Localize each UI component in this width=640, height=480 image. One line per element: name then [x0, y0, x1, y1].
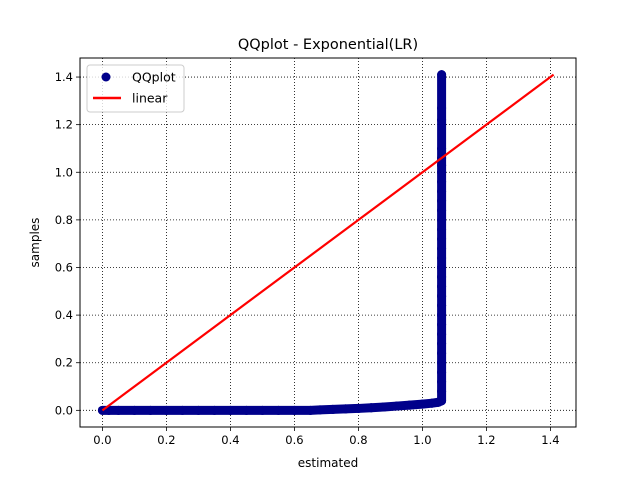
qqplot-point [437, 329, 447, 339]
qqplot-point [366, 403, 376, 413]
qqplot-point [437, 301, 447, 311]
qqplot-points [97, 70, 447, 415]
qqplot-point [437, 262, 447, 272]
qqplot-point [437, 70, 447, 80]
qqplot-point [437, 215, 447, 225]
qqplot-point [161, 405, 171, 415]
y-tick-label: 0.0 [55, 403, 73, 417]
qqplot-point [437, 320, 447, 330]
qqplot-point [145, 405, 155, 415]
qqplot-point [437, 396, 447, 406]
qqplot-point [225, 405, 235, 415]
legend-label-qqplot: QQplot [132, 70, 176, 85]
qqplot-point [289, 405, 299, 415]
x-tick-label: 0.4 [221, 433, 239, 447]
qqplot-point [209, 405, 219, 415]
qqplot-point [437, 143, 447, 153]
qqplot-point [437, 177, 447, 187]
qqplot-point [341, 404, 351, 414]
qqplot-point [305, 405, 315, 415]
qqplot-point [437, 386, 447, 396]
qqplot-point [177, 405, 187, 415]
plot-frame [79, 57, 577, 428]
y-tick-label: 0.4 [55, 308, 73, 322]
qqplot-point [379, 402, 389, 412]
qqplot-point [437, 167, 447, 177]
qqplot-point [353, 403, 363, 413]
qqplot-point [437, 339, 447, 349]
legend-box [86, 64, 185, 113]
plot-data [97, 70, 555, 415]
x-tick-label: 0.0 [93, 433, 111, 447]
qqplot-point [437, 234, 447, 244]
y-tick-label: 1.0 [55, 165, 73, 179]
x-tick-label: 0.8 [349, 433, 367, 447]
legend-marker-qqplot [101, 72, 111, 82]
qqplot-point [437, 272, 447, 282]
x-tick-label: 1.4 [541, 433, 559, 447]
x-tick-label: 0.2 [157, 433, 175, 447]
qqplot-point [437, 243, 447, 253]
legend: QQplot linear [86, 64, 185, 113]
y-axis-label: samples [28, 218, 42, 268]
qqplot-point [437, 103, 447, 113]
linear-reference-line [101, 73, 555, 412]
qqplot-point [257, 405, 267, 415]
qqplot-point [113, 405, 123, 415]
x-axis-label: estimated [298, 456, 358, 470]
qqplot-point [437, 310, 447, 320]
qqplot-point [437, 224, 447, 234]
qqplot-point [129, 405, 139, 415]
x-tick-label: 1.0 [413, 433, 431, 447]
qqplot-point [241, 405, 251, 415]
qqplot-point [437, 160, 447, 170]
axis-ticks: 0.0 0.2 0.4 0.6 0.8 1.0 1.2 1.4 0.0 0.2 0.4 0.6 0.8 1… [55, 70, 560, 447]
qqplot-point [437, 358, 447, 368]
qqplot-point [437, 186, 447, 196]
qqplot-point [315, 405, 325, 415]
qqplot-point [392, 401, 402, 411]
qqplot-point [437, 377, 447, 387]
qqplot-point [437, 282, 447, 292]
y-tick-label: 0.8 [55, 213, 73, 227]
legend-label-linear: linear [132, 91, 168, 106]
qqplot-point [437, 196, 447, 206]
y-tick-label: 0.6 [55, 260, 73, 274]
x-tick-label: 1.2 [477, 433, 495, 447]
y-tick-label: 1.4 [55, 70, 73, 84]
qqplot-point [273, 405, 283, 415]
qqplot-point [437, 348, 447, 358]
qqplot-point [405, 400, 415, 410]
y-tick-label: 1.2 [55, 118, 73, 132]
qqplot-point [437, 367, 447, 377]
qqplot-point [437, 115, 447, 125]
qqplot-point [437, 291, 447, 301]
y-tick-label: 0.2 [55, 356, 73, 370]
qqplot-point [193, 405, 203, 415]
qqplot-point [417, 399, 427, 409]
qqplot-point [328, 404, 338, 414]
chart-title: QQplot - Exponential(LR) [238, 37, 418, 53]
qqplot-point [437, 253, 447, 263]
x-tick-label: 0.6 [285, 433, 303, 447]
qqplot-point [437, 205, 447, 215]
